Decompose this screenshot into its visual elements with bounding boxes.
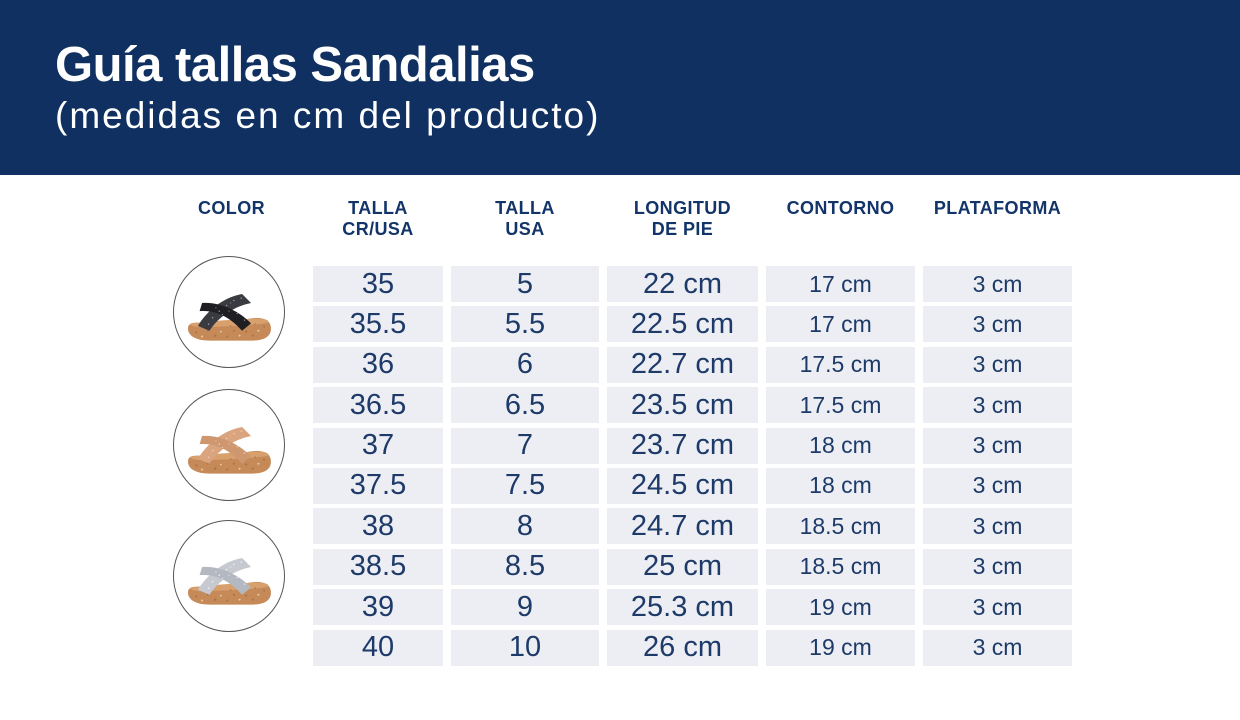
- cell-plataforma: 3 cm: [923, 346, 1072, 383]
- column-header-contorno: CONTORNO: [786, 198, 895, 218]
- header-banner: Guía tallas Sandalias (medidas en cm del…: [0, 0, 1240, 175]
- cell-longitud: 24.5 cm: [607, 467, 758, 504]
- cell-plataforma: 3 cm: [923, 467, 1072, 504]
- cell-talla-usa: 5.5: [451, 306, 599, 343]
- cell-talla-usa: 6: [451, 346, 599, 383]
- cell-talla-cr: 37.5: [313, 467, 443, 504]
- cell-plataforma: 3 cm: [923, 427, 1072, 464]
- table-header-row: COLOR TALLA CR/USA TALLA USA LONGITUD DE…: [158, 198, 1240, 246]
- cell-plataforma: 3 cm: [923, 306, 1072, 343]
- cell-plataforma: 3 cm: [923, 387, 1072, 424]
- column-header-plataforma: PLATAFORMA: [933, 198, 1062, 218]
- column-header-talla-usa: TALLA USA: [495, 198, 555, 240]
- cell-talla-usa: 7.5: [451, 467, 599, 504]
- cell-longitud: 23.7 cm: [607, 427, 758, 464]
- cell-contorno: 17.5 cm: [766, 387, 915, 424]
- cork-texture: [195, 587, 266, 602]
- cell-talla-cr: 36: [313, 346, 443, 383]
- cell-talla-usa: 7: [451, 427, 599, 464]
- cell-longitud: 22.5 cm: [607, 306, 758, 343]
- cell-talla-cr: 38.5: [313, 548, 443, 585]
- cell-plataforma: 3 cm: [923, 589, 1072, 626]
- cell-talla-cr: 38: [313, 508, 443, 545]
- cell-contorno: 18.5 cm: [766, 548, 915, 585]
- glitter-texture: [207, 297, 246, 325]
- cell-longitud: 25 cm: [607, 548, 758, 585]
- cell-talla-cr: 39: [313, 589, 443, 626]
- cell-longitud: 24.7 cm: [607, 508, 758, 545]
- cell-plataforma: 3 cm: [923, 629, 1072, 666]
- cell-contorno: 18.5 cm: [766, 508, 915, 545]
- cell-talla-usa: 5: [451, 266, 599, 302]
- cell-talla-cr: 35: [313, 266, 443, 302]
- glitter-texture: [207, 430, 246, 458]
- cell-contorno: 18 cm: [766, 467, 915, 504]
- cell-talla-cr: 40: [313, 629, 443, 666]
- cell-contorno: 17 cm: [766, 306, 915, 343]
- cell-talla-cr: 35.5: [313, 306, 443, 343]
- cell-longitud: 22 cm: [607, 266, 758, 302]
- page-title: Guía tallas Sandalias: [55, 38, 535, 92]
- size-table: COLOR TALLA CR/USA TALLA USA LONGITUD DE…: [158, 198, 1240, 666]
- cell-longitud: 22.7 cm: [607, 346, 758, 383]
- cell-talla-usa: 8: [451, 508, 599, 545]
- cell-contorno: 19 cm: [766, 629, 915, 666]
- cell-talla-usa: 8.5: [451, 548, 599, 585]
- cell-contorno: 19 cm: [766, 589, 915, 626]
- cell-talla-cr: 36.5: [313, 387, 443, 424]
- cell-talla-usa: 9: [451, 589, 599, 626]
- column-header-color: COLOR: [198, 198, 265, 218]
- product-color-column: [158, 256, 305, 666]
- black-glitter-sandal-image: [187, 294, 271, 341]
- cell-talla-usa: 10: [451, 629, 599, 666]
- cell-plataforma: 3 cm: [923, 548, 1072, 585]
- cell-talla-usa: 6.5: [451, 387, 599, 424]
- cell-plataforma: 3 cm: [923, 266, 1072, 302]
- cell-talla-cr: 37: [313, 427, 443, 464]
- product-circle-black: [173, 256, 285, 368]
- column-header-talla-cr-usa: TALLA CR/USA: [342, 198, 414, 240]
- cell-longitud: 23.5 cm: [607, 387, 758, 424]
- column-header-longitud-de-pie: LONGITUD DE PIE: [633, 198, 732, 240]
- product-circle-silver: [173, 520, 285, 632]
- table-body: 35 5 22 cm 17 cm 3 cm 35.5 5.5 22.5 cm 1…: [158, 256, 1240, 666]
- cork-texture: [195, 456, 266, 471]
- product-circle-rose-gold: [173, 389, 285, 501]
- page-subtitle: (medidas en cm del producto): [55, 95, 601, 137]
- cell-longitud: 25.3 cm: [607, 589, 758, 626]
- cork-texture: [195, 323, 266, 338]
- cell-contorno: 18 cm: [766, 427, 915, 464]
- cell-longitud: 26 cm: [607, 629, 758, 666]
- silver-glitter-sandal-image: [187, 558, 271, 605]
- cell-plataforma: 3 cm: [923, 508, 1072, 545]
- glitter-texture: [207, 561, 246, 589]
- cell-contorno: 17 cm: [766, 266, 915, 302]
- rose-gold-glitter-sandal-image: [187, 427, 271, 474]
- cell-contorno: 17.5 cm: [766, 346, 915, 383]
